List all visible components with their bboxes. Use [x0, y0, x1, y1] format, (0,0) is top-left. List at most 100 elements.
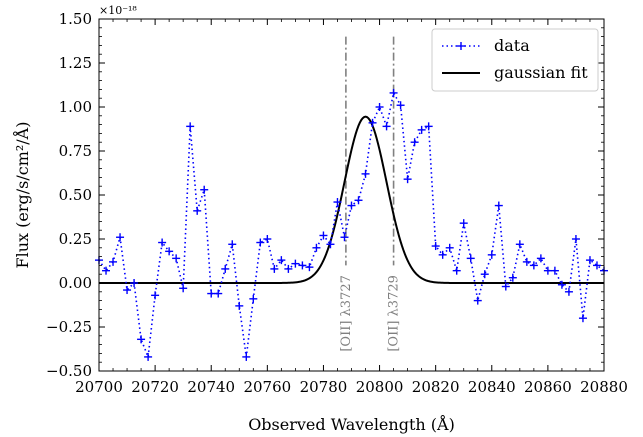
data-point: [487, 250, 496, 259]
legend: data gaussian fit: [431, 28, 599, 92]
y-tick-label: 0.50: [59, 186, 92, 204]
data-point: [564, 287, 573, 296]
data-point: [571, 235, 580, 243]
data-point: [102, 266, 111, 275]
data-point: [445, 243, 454, 252]
data-point: [592, 261, 601, 270]
x-tick-label: 20760: [243, 378, 291, 396]
data-point: [557, 280, 566, 289]
data-point: [333, 198, 342, 207]
legend-entry-data: data: [494, 36, 530, 55]
y-tick-label: 0.75: [59, 142, 92, 160]
data-point: [207, 289, 216, 298]
data-point: [354, 196, 363, 205]
data-point: [417, 125, 426, 134]
data-point: [375, 103, 384, 111]
legend-entry-gaussian-fit: gaussian fit: [494, 63, 588, 82]
data-point: [319, 231, 328, 240]
data-point: [396, 101, 405, 110]
data-point: [389, 88, 398, 97]
x-tick-label: 20780: [300, 378, 348, 396]
legend-box: [431, 28, 599, 92]
legend-plus-marker: [457, 42, 465, 50]
y-tick-label: −0.50: [46, 362, 92, 380]
data-point: [361, 169, 370, 178]
data-point: [109, 257, 118, 266]
data-point: [151, 291, 160, 300]
data-point: [382, 122, 391, 131]
x-tick-label: 20800: [356, 378, 404, 396]
y-tick-label: 1.00: [59, 98, 92, 116]
data-point: [270, 264, 279, 273]
data-point: [305, 263, 314, 272]
data-point: [277, 256, 286, 265]
y-tick-label: −0.25: [46, 318, 92, 336]
x-tick-label: 20740: [187, 378, 235, 396]
data-point: [221, 264, 230, 273]
x-tick-label: 20720: [131, 378, 179, 396]
data-point: [144, 352, 153, 361]
data-point: [494, 201, 503, 210]
data-point: [186, 122, 195, 131]
data-point: [431, 242, 440, 251]
data-point: [529, 261, 538, 270]
data-point: [585, 256, 594, 265]
data-point: [165, 247, 174, 256]
data-point: [312, 243, 321, 252]
data-point: [116, 233, 125, 242]
data-point: [130, 279, 139, 287]
data-point: [522, 257, 531, 266]
data-point: [172, 254, 181, 263]
annotation-label: [OII] λ3729: [387, 275, 402, 352]
data-point: [424, 122, 433, 131]
data-point: [347, 201, 356, 210]
data-point: [340, 233, 349, 242]
y-tick-label: 0.25: [59, 230, 92, 248]
data-point: [242, 352, 251, 361]
y-axis-multiplier: ×10⁻¹⁸: [99, 4, 137, 17]
x-tick-label: 20860: [524, 378, 572, 396]
data-point: [228, 240, 237, 249]
annotation-label: [OII] λ3727: [339, 275, 354, 352]
data-point: [452, 266, 461, 275]
x-tick-label: 20820: [412, 378, 460, 396]
data-point: [298, 261, 307, 270]
data-point: [578, 314, 587, 323]
data-point: [515, 240, 524, 249]
data-point: [403, 175, 412, 184]
data-point: [249, 294, 258, 303]
data-point: [291, 259, 300, 268]
data-point: [326, 240, 335, 249]
data-point: [235, 301, 244, 310]
data-point: [438, 250, 447, 259]
data-point: [193, 206, 202, 215]
data-point: [200, 185, 209, 194]
y-tick-label: 1.25: [59, 54, 92, 72]
data-point: [536, 254, 545, 263]
data-point: [410, 138, 419, 147]
data-point: [284, 264, 293, 273]
data-point: [501, 282, 510, 291]
axis-ticks: 20700 20720 20740 20760 20780 20800 20820 20840…: [46, 10, 628, 396]
data-point: [480, 270, 489, 279]
x-tick-label: 20700: [75, 378, 123, 396]
y-tick-label: 1.50: [59, 10, 92, 28]
data-point: [214, 289, 223, 298]
x-tick-label: 20840: [468, 378, 516, 396]
annotations: [OII] λ3727 [OII] λ3729: [339, 36, 402, 352]
data-point: [256, 238, 265, 247]
y-tick-label: 0.00: [59, 274, 92, 292]
data-point: [543, 266, 552, 275]
data-point: [137, 335, 146, 344]
data-point: [466, 254, 475, 263]
x-tick-label: 20880: [580, 378, 628, 396]
x-axis-title: Observed Wavelength (Å): [248, 414, 455, 434]
data-point: [263, 235, 272, 243]
legend-data-marker: [457, 42, 465, 50]
data-point: [368, 118, 377, 127]
data-point: [550, 266, 559, 275]
data-point: [123, 286, 132, 295]
data-point: [179, 284, 188, 293]
data-series: [95, 88, 608, 361]
